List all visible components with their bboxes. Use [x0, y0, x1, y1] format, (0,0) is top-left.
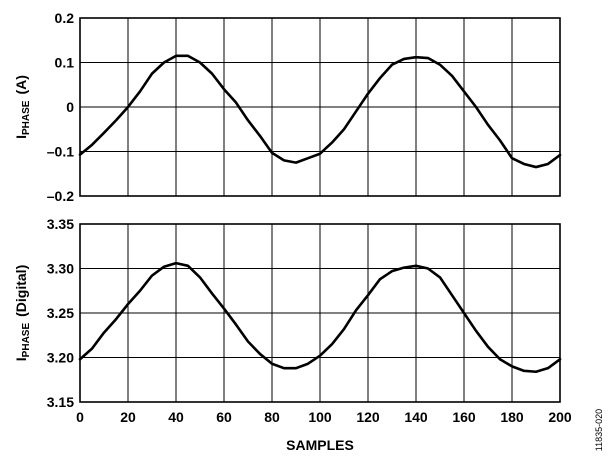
- x-axis-label: SAMPLES: [286, 437, 354, 453]
- y-tick-label: 0.1: [55, 55, 75, 71]
- x-tick-label: 100: [308, 409, 332, 425]
- y-axis-label-bottom: IPHASE(Digital): [13, 265, 32, 361]
- y-tick-label: 0.2: [55, 10, 75, 26]
- x-tick-label: 120: [356, 409, 380, 425]
- panel-top-chart: –0.2 –0.1 0 0.1 0.2: [47, 10, 562, 204]
- y-axis-label-top: IPHASE(A): [13, 75, 32, 139]
- x-tick-label: 160: [452, 409, 476, 425]
- plot-frame: [79, 223, 561, 403]
- x-tick-label: 0: [76, 409, 84, 425]
- y-tick-label: –0.1: [47, 144, 74, 160]
- series-line-top: [78, 54, 562, 169]
- y-tick-label: 0: [66, 99, 74, 115]
- y-tick-label: 3.20: [47, 350, 74, 366]
- x-tick-label: 180: [500, 409, 524, 425]
- y-tick-label: 3.25: [47, 305, 74, 321]
- x-tick-label: 20: [120, 409, 136, 425]
- x-tick-label: 140: [404, 409, 428, 425]
- y-tick-label: 3.35: [47, 216, 74, 232]
- panel-bottom-chart: 3.15 3.20 3.25 3.30 3.35 0 20 40 60 80 100 120 140 16…: [47, 216, 572, 425]
- figure-number: 11835-020: [594, 409, 604, 451]
- x-tick-label: 200: [548, 409, 572, 425]
- x-tick-label: 40: [168, 409, 184, 425]
- plot-frame: [79, 17, 561, 197]
- x-tick-label: 80: [264, 409, 280, 425]
- y-tick-label: –0.2: [47, 188, 74, 204]
- series-line-bottom: [78, 261, 562, 374]
- y-tick-label: 3.15: [47, 394, 74, 410]
- x-tick-label: 60: [216, 409, 232, 425]
- y-tick-label: 3.30: [47, 261, 74, 277]
